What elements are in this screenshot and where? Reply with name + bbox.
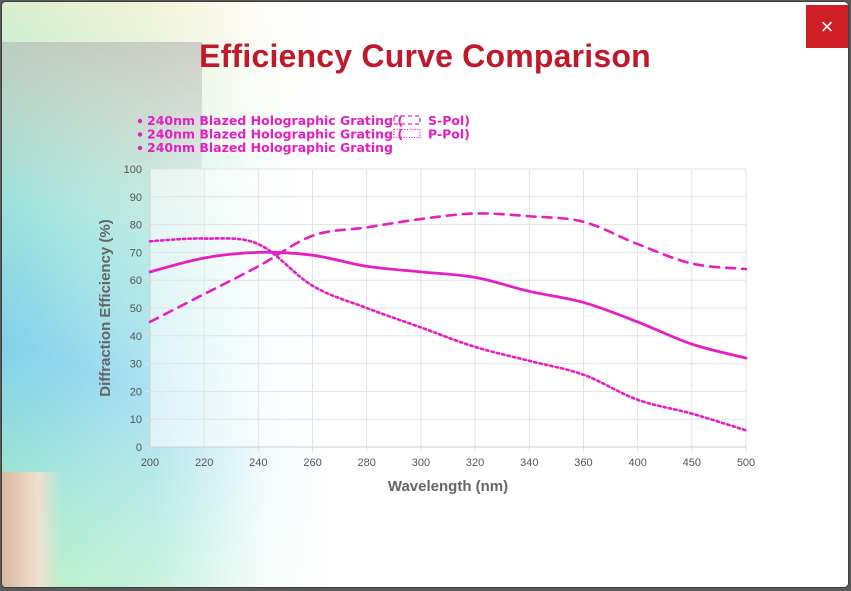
legend-label-suffix: P-Pol) <box>428 127 470 142</box>
close-button[interactable]: × <box>806 5 848 48</box>
legend-label: 240nm Blazed Holographic Grating ( <box>147 127 403 142</box>
x-tick-label: 320 <box>466 457 484 469</box>
y-tick-label: 40 <box>130 331 142 343</box>
x-tick-label: 500 <box>737 457 755 469</box>
x-tick-label: 400 <box>628 457 646 469</box>
close-icon: × <box>820 14 834 39</box>
legend-label-suffix: S-Pol) <box>428 113 470 128</box>
series-line-dashed <box>148 212 748 324</box>
x-tick-label: 200 <box>141 457 159 469</box>
x-tick-label: 340 <box>520 457 538 469</box>
legend-bullet <box>137 132 143 137</box>
y-tick-label: 30 <box>130 359 142 371</box>
legend-swatch-dashed <box>393 115 421 125</box>
y-tick-label: 80 <box>130 220 142 232</box>
x-axis-title: Wavelength (nm) <box>388 478 508 495</box>
x-tick-label: 450 <box>683 457 701 469</box>
series-line-dotted <box>148 237 748 432</box>
legend-swatch-dotted <box>393 128 421 139</box>
x-tick-label: 240 <box>249 457 267 469</box>
y-tick-label: 90 <box>130 192 142 204</box>
y-tick-label: 100 <box>124 164 142 176</box>
legend-bullet <box>137 118 143 124</box>
y-tick-label: 20 <box>130 386 142 398</box>
y-axis-title: Diffraction Efficiency (%) <box>97 219 114 397</box>
series-line-solid <box>148 250 748 360</box>
legend-label: 240nm Blazed Holographic Grating ( <box>147 113 403 128</box>
y-tick-label: 0 <box>136 442 142 454</box>
legend-label: 240nm Blazed Holographic Grating <box>147 140 393 155</box>
legend-bullet <box>137 145 143 151</box>
x-tick-label: 280 <box>358 457 376 469</box>
y-tick-label: 70 <box>130 247 142 259</box>
y-tick-label: 60 <box>130 275 142 287</box>
dialog-title: Efficiency Curve Comparison <box>199 38 651 74</box>
x-tick-label: 360 <box>574 457 592 469</box>
x-tick-label: 260 <box>303 457 321 469</box>
x-tick-label: 300 <box>412 457 430 469</box>
y-tick-label: 10 <box>130 414 142 426</box>
x-tick-label: 220 <box>195 457 213 469</box>
y-tick-label: 50 <box>130 303 142 315</box>
grating-mount-shape <box>2 472 62 587</box>
